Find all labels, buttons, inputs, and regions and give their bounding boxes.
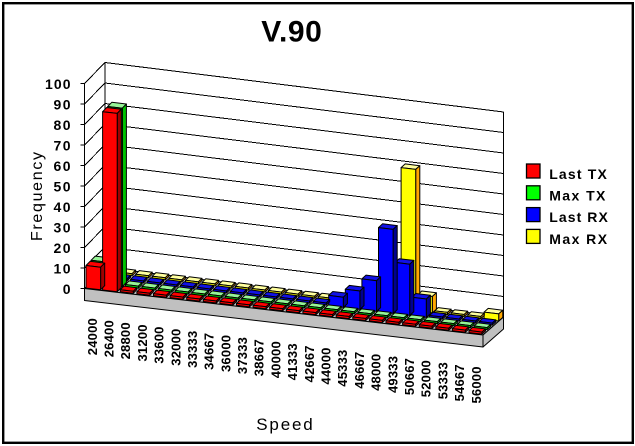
svg-text:56000: 56000	[469, 367, 484, 404]
svg-text:10: 10	[54, 260, 71, 276]
svg-text:V.90: V.90	[261, 16, 322, 49]
svg-text:Max TX: Max TX	[549, 187, 606, 203]
svg-text:38667: 38667	[252, 339, 267, 376]
svg-text:42667: 42667	[302, 346, 317, 383]
svg-text:40000: 40000	[268, 341, 283, 378]
svg-text:Frequency: Frequency	[29, 152, 46, 241]
svg-text:24000: 24000	[85, 318, 100, 355]
svg-text:80: 80	[54, 117, 71, 133]
svg-text:50: 50	[54, 178, 71, 194]
svg-text:90: 90	[54, 96, 71, 112]
svg-text:37333: 37333	[235, 337, 250, 374]
svg-text:20: 20	[54, 240, 71, 256]
svg-text:44000: 44000	[319, 348, 334, 385]
svg-text:30: 30	[54, 219, 71, 235]
svg-text:33333: 33333	[185, 331, 200, 368]
svg-text:60: 60	[54, 158, 71, 174]
svg-text:100: 100	[45, 76, 71, 92]
svg-text:32000: 32000	[168, 329, 183, 366]
svg-text:Speed: Speed	[256, 415, 313, 434]
svg-text:53333: 53333	[435, 362, 450, 399]
svg-text:50667: 50667	[402, 358, 417, 395]
svg-text:48000: 48000	[369, 354, 384, 391]
svg-text:Last TX: Last TX	[549, 166, 607, 182]
svg-text:31200: 31200	[135, 325, 150, 362]
svg-text:Max RX: Max RX	[549, 231, 608, 247]
svg-text:46667: 46667	[352, 352, 367, 389]
svg-text:33600: 33600	[152, 327, 167, 364]
svg-text:Last RX: Last RX	[549, 209, 608, 225]
svg-text:41333: 41333	[285, 343, 300, 380]
svg-text:70: 70	[54, 137, 71, 153]
svg-text:52000: 52000	[419, 360, 434, 397]
svg-text:26400: 26400	[101, 320, 116, 357]
svg-text:36000: 36000	[218, 335, 233, 372]
svg-text:34667: 34667	[202, 333, 217, 370]
svg-text:0: 0	[63, 281, 71, 297]
svg-text:28800: 28800	[118, 322, 133, 359]
svg-text:49333: 49333	[385, 356, 400, 393]
svg-text:45333: 45333	[335, 350, 350, 387]
svg-text:54667: 54667	[452, 364, 467, 401]
svg-text:40: 40	[54, 199, 71, 215]
